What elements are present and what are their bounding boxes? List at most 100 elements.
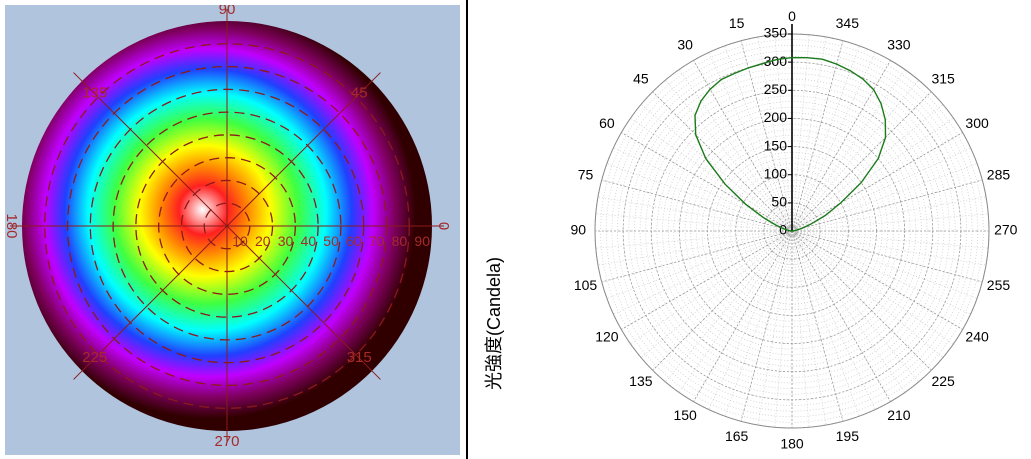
polar-minor-ring xyxy=(780,219,804,243)
heatmap-angle-label: 180 xyxy=(5,213,20,238)
polar-major-spoke xyxy=(791,132,963,232)
polar-angle-label: 285 xyxy=(987,166,1011,182)
heatmap-radial-label: 50 xyxy=(323,233,339,249)
polar-angle-label: 90 xyxy=(570,222,586,238)
polar-minor-spoke xyxy=(774,230,793,428)
polar-major-spoke xyxy=(791,40,844,232)
polar-series-line xyxy=(694,56,887,232)
polar-angle-label: 45 xyxy=(633,71,649,87)
polar-angle-label: 165 xyxy=(725,428,749,444)
polar-r-tick-label: 0 xyxy=(779,222,787,238)
polar-major-spoke xyxy=(791,230,891,402)
polar-minor-spoke xyxy=(678,230,793,393)
polar-line-chart-panel: 0 50 100 150 200 250 300 350 0 15 30 45 60 75 90 105 120… xyxy=(470,0,1031,459)
heatmap-radial-label: 40 xyxy=(301,233,317,249)
polar-angle-label: 60 xyxy=(599,115,615,131)
polar-r-tick-label: 350 xyxy=(764,25,788,41)
polar-minor-ring xyxy=(645,84,939,378)
polar-angle-label: 150 xyxy=(673,407,697,423)
polar-major-spoke xyxy=(621,230,793,330)
polar-minor-spoke xyxy=(791,230,954,345)
polar-major-spoke xyxy=(791,230,932,371)
heatmap-spoke xyxy=(226,72,381,227)
polar-minor-spoke xyxy=(724,230,793,417)
polar-minor-spoke xyxy=(613,230,793,315)
heatmap-angle-label: 0 xyxy=(435,222,452,230)
polar-r-tick-label: 200 xyxy=(764,109,788,125)
polar-angle-label: 330 xyxy=(887,37,911,53)
polar-minor-spoke xyxy=(791,230,810,428)
polar-angle-label: 30 xyxy=(677,37,693,53)
polar-minor-spoke xyxy=(791,230,876,410)
polar-minor-spoke xyxy=(630,230,793,345)
polar-minor-ring xyxy=(724,163,860,299)
polar-minor-spoke xyxy=(791,230,906,393)
polar-r-tick-label: 300 xyxy=(764,53,788,69)
polar-major-spoke xyxy=(791,230,963,330)
polar-r-tick-label: 250 xyxy=(764,81,788,97)
polar-major-spoke xyxy=(791,230,983,283)
heatmap-angle-label: 135 xyxy=(82,85,107,102)
polar-minor-spoke xyxy=(791,230,989,249)
polar-minor-spoke xyxy=(791,230,919,383)
y-axis-label: 光強度(Candela) xyxy=(484,256,504,390)
polar-major-spoke xyxy=(791,60,891,232)
polar-major-spoke xyxy=(791,91,932,232)
polar-angle-label: 180 xyxy=(780,435,804,451)
polar-major-spoke xyxy=(621,132,793,232)
heatmap-spoke xyxy=(226,225,381,380)
polar-minor-spoke xyxy=(791,230,944,358)
heatmap-spoke xyxy=(73,225,228,380)
polar-angle-label: 315 xyxy=(931,71,955,87)
polar-major-spoke xyxy=(740,230,793,422)
polar-minor-spoke xyxy=(791,69,906,232)
polar-angle-label: 75 xyxy=(578,166,594,182)
polar-r-tick-label: 50 xyxy=(771,194,787,210)
polar-minor-ring xyxy=(600,39,984,423)
heatmap-radial-label: 20 xyxy=(255,233,271,249)
heatmap-angle-label: 90 xyxy=(219,5,236,18)
polar-heatmap: 0 45 90 135 180 225 270 315 10 20 30 40 50 60 70 80 90 xyxy=(5,5,452,450)
polar-angle-label: 345 xyxy=(836,15,860,31)
polar-angle-label: 120 xyxy=(595,329,619,345)
polar-major-spoke xyxy=(652,230,793,371)
polar-angle-label: 270 xyxy=(994,222,1018,238)
heatmap-angle-label: 315 xyxy=(347,349,372,366)
heatmap-radial-label: 70 xyxy=(369,233,385,249)
intensity-heatmap-panel: 0 45 90 135 180 225 270 315 10 20 30 40 50 60 70 80 90 xyxy=(5,5,460,455)
polar-minor-spoke xyxy=(791,45,860,232)
polar-angle-label: 255 xyxy=(987,277,1011,293)
polar-minor-spoke xyxy=(791,34,810,232)
heatmap-angle-label: 225 xyxy=(82,349,107,366)
heatmap-radial-label: 30 xyxy=(278,233,294,249)
polar-major-spoke xyxy=(740,40,793,232)
polar-angle-label: 195 xyxy=(836,428,860,444)
polar-angle-label: 105 xyxy=(574,277,598,293)
heatmap-radial-label: 10 xyxy=(232,233,248,249)
panel-divider xyxy=(466,0,468,459)
polar-minor-spoke xyxy=(595,230,793,249)
polar-minor-spoke xyxy=(791,230,978,299)
polar-minor-spoke xyxy=(791,213,989,232)
polar-angle-label: 240 xyxy=(965,329,989,345)
polar-minor-spoke xyxy=(791,163,978,232)
polar-major-spoke xyxy=(791,179,983,232)
polar-minor-spoke xyxy=(791,79,919,232)
polar-r-tick-label: 150 xyxy=(764,137,788,153)
polar-major-spoke xyxy=(652,91,793,232)
heatmap-angle-label: 270 xyxy=(214,433,239,450)
polar-major-spoke xyxy=(693,230,793,402)
heatmap-radial-label: 90 xyxy=(414,233,430,249)
heatmap-radial-label: 80 xyxy=(392,233,408,249)
polar-major-spoke xyxy=(601,179,793,232)
polar-minor-spoke xyxy=(791,104,944,232)
polar-minor-spoke xyxy=(791,117,954,232)
polar-r-tick-label: 100 xyxy=(764,165,788,181)
polar-minor-spoke xyxy=(606,230,793,299)
polar-major-spoke xyxy=(601,230,793,283)
polar-angle-label: 210 xyxy=(887,407,911,423)
polar-major-spoke xyxy=(791,230,844,422)
polar-minor-ring xyxy=(673,112,911,350)
polar-minor-ring xyxy=(684,123,900,339)
heatmap-radial-label: 60 xyxy=(346,233,362,249)
